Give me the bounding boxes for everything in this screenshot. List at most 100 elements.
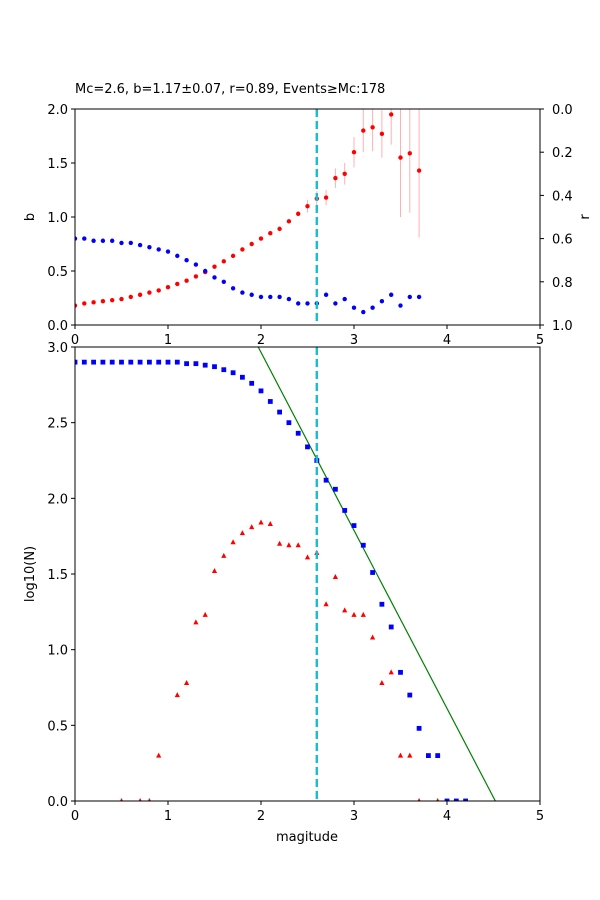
data-point — [379, 299, 385, 304]
data-point — [249, 524, 255, 530]
y-tick-label: 1.0 — [47, 211, 68, 226]
top-chart-title: Mc=2.6, b=1.17±0.07, r=0.89, Events≥Mc:1… — [75, 82, 385, 97]
data-point — [165, 249, 171, 254]
plot-frame — [74, 108, 541, 326]
data-point — [361, 309, 366, 315]
data-point — [333, 301, 338, 306]
data-point — [296, 301, 301, 306]
data-point — [286, 542, 292, 548]
data-point — [156, 752, 162, 758]
data-point — [407, 294, 412, 300]
data-point — [156, 288, 161, 293]
data-point — [286, 219, 292, 224]
data-point — [379, 679, 385, 685]
data-point — [119, 296, 124, 302]
data-point — [305, 204, 310, 209]
data-point — [435, 753, 441, 758]
data-point — [212, 364, 217, 370]
x-tick-label: 0 — [71, 333, 79, 348]
x-tick-label: 5 — [536, 333, 544, 348]
y-tick-label: 2.0 — [47, 492, 68, 507]
data-point — [82, 301, 87, 306]
data-point — [416, 168, 422, 173]
data-point — [230, 253, 236, 259]
data-point — [416, 294, 422, 300]
data-point — [296, 211, 301, 216]
data-point — [202, 362, 208, 368]
data-point — [110, 297, 115, 303]
bottom-ylabel: log10(N) — [23, 546, 38, 602]
data-point — [184, 278, 189, 283]
data-point — [398, 155, 403, 160]
x-tick-label: 5 — [536, 809, 544, 824]
data-point — [82, 236, 87, 241]
data-point — [240, 374, 245, 380]
data-point — [137, 292, 143, 297]
data-point — [323, 195, 329, 200]
y-tick-label: 1.5 — [47, 157, 68, 172]
y-right-tick-label: 0.4 — [552, 189, 573, 204]
data-point — [323, 477, 329, 483]
y-tick-label: 3.0 — [47, 341, 68, 356]
data-point — [249, 241, 254, 247]
data-point — [258, 294, 264, 300]
data-point — [370, 305, 375, 310]
data-point — [100, 238, 106, 243]
data-point — [203, 268, 208, 274]
x-tick-label: 2 — [257, 333, 265, 348]
data-point — [165, 285, 171, 290]
data-point — [258, 236, 264, 241]
data-point — [240, 290, 245, 295]
data-point — [304, 554, 311, 560]
data-point — [221, 279, 226, 284]
data-point — [389, 292, 394, 297]
data-point — [128, 359, 134, 365]
data-point — [174, 359, 180, 365]
data-point — [268, 231, 273, 236]
data-point — [333, 486, 338, 492]
y-right-tick-label: 0.6 — [552, 233, 573, 248]
x-tick-label: 1 — [164, 333, 172, 348]
data-point — [305, 301, 310, 306]
data-point — [277, 540, 283, 546]
data-point — [239, 530, 245, 536]
bottom-xlabel: magitude — [276, 830, 338, 845]
y-tick-label: 2.0 — [47, 103, 68, 118]
data-point — [370, 634, 376, 640]
data-point — [417, 798, 421, 801]
data-point — [416, 725, 422, 731]
data-point — [277, 409, 282, 415]
data-point — [230, 539, 236, 545]
data-point — [436, 798, 440, 801]
fit-line — [257, 347, 496, 801]
data-point — [137, 359, 143, 365]
data-point — [333, 175, 338, 181]
data-point — [370, 125, 375, 130]
x-tick-label: 1 — [164, 809, 172, 824]
data-point — [109, 359, 115, 365]
data-point — [323, 601, 329, 607]
data-point — [75, 359, 78, 365]
data-point — [75, 303, 78, 308]
data-layer — [75, 109, 422, 315]
data-point — [286, 296, 292, 302]
data-point — [360, 611, 366, 617]
data-point — [128, 240, 133, 246]
data-point — [370, 570, 375, 575]
data-point — [91, 359, 96, 365]
data-point — [81, 359, 87, 365]
data-point — [175, 281, 180, 287]
data-point — [147, 245, 152, 250]
y-right-tick-label: 0.2 — [552, 146, 573, 161]
data-point — [351, 150, 357, 155]
plot-frame — [74, 346, 541, 802]
data-point — [212, 264, 217, 269]
data-point — [389, 112, 394, 117]
data-point — [267, 521, 273, 527]
data-point — [193, 619, 199, 625]
data-point — [323, 292, 329, 297]
x-tick-label: 4 — [443, 333, 451, 348]
data-point — [184, 361, 189, 367]
data-point — [240, 247, 245, 252]
data-point — [342, 171, 347, 176]
